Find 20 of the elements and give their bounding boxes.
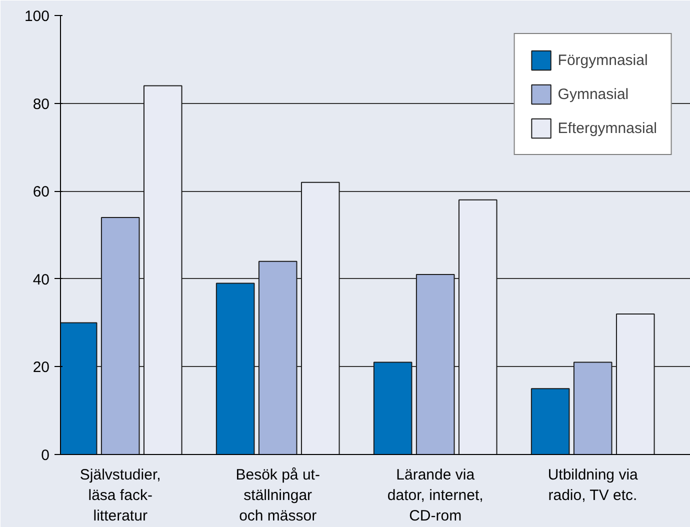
bar	[573, 362, 612, 454]
y-tick-label: 60	[32, 184, 50, 201]
x-tick-label: Lärande via dator, internet, CD-rom	[387, 466, 484, 524]
x-tick-label: Självstudier, läsa fack- litteratur	[80, 466, 161, 524]
bar	[530, 388, 570, 454]
x-tick-label: Utbildning via radio, TV etc.	[548, 466, 639, 504]
y-tick-label: 40	[32, 271, 50, 288]
y-tick-label: 100	[24, 8, 50, 25]
y-tick-label: 0	[41, 447, 50, 464]
bar	[258, 260, 298, 454]
bar	[373, 362, 412, 454]
bar	[100, 216, 140, 454]
y-tick-label: 80	[32, 96, 50, 113]
bar	[416, 274, 455, 454]
x-tick-label: Besök på ut- ställningar och mässor	[236, 466, 320, 524]
legend-label: Gymnasial	[558, 86, 629, 102]
legend-label: Förgymnasial	[558, 52, 648, 68]
legend-label: Eftergymnasial	[558, 120, 657, 136]
y-tick-label: 20	[32, 359, 50, 376]
bar	[216, 282, 255, 454]
